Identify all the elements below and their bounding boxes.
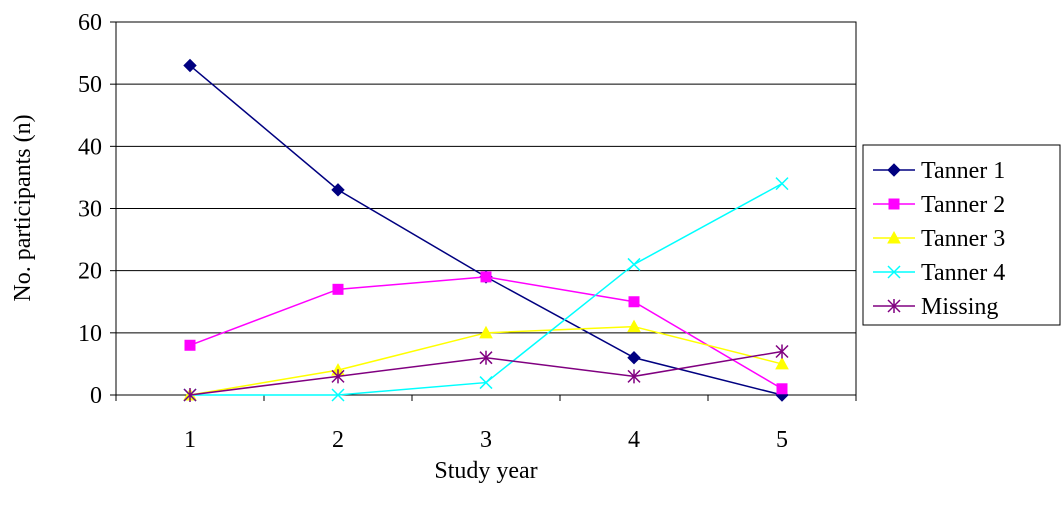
x-tick-label: 4 — [628, 427, 640, 453]
x-tick-label: 3 — [480, 427, 492, 453]
data-point — [331, 183, 345, 197]
y-tick-label: 0 — [90, 383, 102, 409]
data-point — [331, 369, 345, 384]
data-point — [628, 296, 640, 308]
data-point — [775, 344, 789, 359]
legend-marker — [887, 163, 901, 177]
axes: 0 10 20 30 40 50 60 1 2 3 4 5 — [78, 10, 857, 453]
data-point — [331, 388, 345, 402]
series-5 — [183, 344, 789, 402]
data-point — [183, 58, 197, 73]
x-axis-label: Study year — [434, 458, 537, 484]
data-point — [775, 177, 789, 191]
plot-area — [115, 21, 857, 396]
data-point — [627, 369, 641, 384]
data-point — [627, 319, 641, 333]
y-tick-label: 30 — [78, 197, 102, 223]
y-axis-label: No. participants (n) — [10, 114, 36, 301]
data-point — [332, 283, 344, 295]
data-point — [627, 257, 641, 271]
data-point — [627, 350, 641, 365]
legend-item: Tanner 4 — [873, 260, 1005, 286]
legend-label: Tanner 2 — [921, 192, 1005, 218]
legend-label: Tanner 3 — [921, 226, 1005, 252]
data-point — [479, 325, 493, 339]
data-point — [479, 376, 493, 390]
x-axis-ticks: 1 2 3 4 5 — [115, 395, 857, 453]
legend-marker — [888, 198, 900, 210]
legend-label: Tanner 4 — [921, 260, 1005, 286]
legend-item: Missing — [873, 294, 998, 320]
legend-items: Tanner 1 Tanner 2 Tanner 3 Tanner 4 Missing — [873, 158, 1005, 320]
legend-label: Missing — [921, 294, 998, 320]
data-point — [183, 388, 197, 402]
data-point — [479, 350, 493, 365]
x-tick-label: 2 — [332, 427, 344, 453]
y-tick-label: 20 — [78, 259, 102, 285]
data-point — [184, 339, 196, 351]
y-tick-label: 10 — [78, 321, 102, 347]
legend-marker — [887, 230, 901, 244]
x-tick-label: 1 — [184, 427, 196, 453]
legend-item: Tanner 2 — [873, 192, 1005, 218]
series-2 — [184, 271, 788, 395]
legend: Tanner 1 Tanner 2 Tanner 3 Tanner 4 Missing — [862, 144, 1061, 326]
legend-marker — [887, 299, 901, 313]
y-tick-label: 60 — [78, 10, 102, 36]
legend-item: Tanner 1 — [873, 158, 1005, 184]
data-point — [775, 356, 789, 370]
x-tick-label: 5 — [776, 427, 788, 453]
y-tick-label: 40 — [78, 134, 102, 160]
data-point — [776, 383, 788, 395]
y-tick-label: 50 — [78, 72, 102, 98]
legend-label: Tanner 1 — [921, 158, 1005, 184]
series-layer — [183, 58, 789, 402]
legend-marker — [887, 265, 901, 279]
legend-item: Tanner 3 — [873, 226, 1005, 252]
y-axis-ticks: 0 10 20 30 40 50 60 — [78, 10, 116, 409]
data-point — [480, 271, 492, 283]
